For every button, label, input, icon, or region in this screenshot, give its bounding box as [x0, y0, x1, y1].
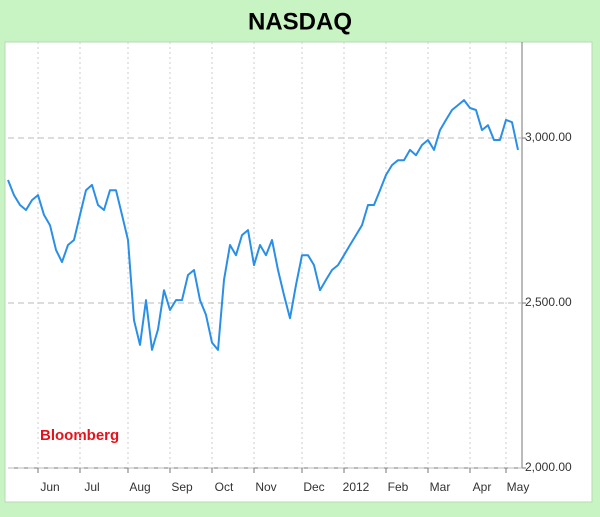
x-tick-label: Apr — [473, 480, 492, 494]
x-tick-label: 2012 — [343, 480, 370, 494]
x-tick-label: Jul — [84, 480, 99, 494]
x-tick-label: Mar — [430, 480, 451, 494]
annotation: Bloomberg — [40, 427, 119, 444]
x-tick-label: Dec — [303, 480, 324, 494]
y-tick-label: 2,000.00 — [525, 460, 572, 474]
x-tick-label: May — [507, 480, 530, 494]
chart-title: NASDAQ — [248, 8, 352, 35]
x-tick-label: Sep — [171, 480, 193, 494]
x-tick-label: Oct — [215, 480, 234, 494]
y-tick-label: 3,000.00 — [525, 130, 572, 144]
x-tick-label: Nov — [255, 480, 276, 494]
x-tick-label: Feb — [388, 480, 409, 494]
y-tick-label: 2,500.00 — [525, 295, 572, 309]
x-tick-label: Aug — [129, 480, 150, 494]
line — [7, 99, 519, 351]
x-tick-label: Jun — [40, 480, 59, 494]
